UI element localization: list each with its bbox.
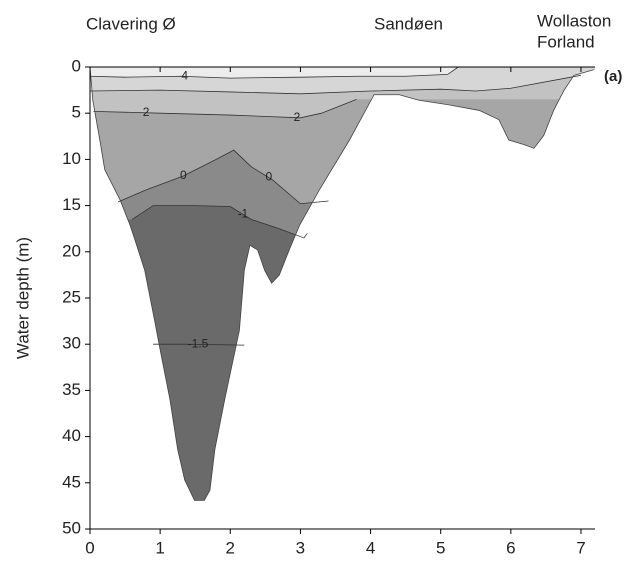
x-tick-label: 7: [576, 538, 585, 557]
contour-label: 4: [181, 69, 188, 83]
contour-fills: [90, 67, 595, 501]
y-axis-label: Water depth (m): [13, 237, 32, 359]
location-label: Sandøen: [374, 14, 443, 33]
contour-label: 0: [180, 168, 187, 182]
y-tick-label: 35: [62, 380, 81, 399]
x-tick-label: 5: [436, 538, 445, 557]
y-tick-label: 30: [62, 334, 81, 353]
contour-band: [90, 67, 595, 79]
panel-label: (a): [604, 68, 622, 85]
x-tick-label: 4: [366, 538, 375, 557]
y-tick-label: 40: [62, 426, 81, 445]
x-tick-label: 2: [226, 538, 235, 557]
contour-line: [89, 74, 582, 95]
y-tick-label: 50: [62, 518, 81, 537]
contour-line: [93, 98, 357, 119]
y-tick-label: 25: [62, 287, 81, 306]
y-tick-label: 0: [72, 56, 81, 75]
location-label: Forland: [537, 32, 595, 51]
x-tick-label: 3: [296, 538, 305, 557]
x-tick-label: 0: [85, 538, 94, 557]
location-label: Wollaston: [537, 11, 611, 30]
location-label: Clavering Ø: [86, 14, 176, 33]
x-tick-label: 1: [155, 538, 164, 557]
y-tick-label: 15: [62, 195, 81, 214]
y-tick-label: 20: [62, 241, 81, 260]
contour-line: [131, 205, 308, 239]
contour-line: [117, 149, 329, 205]
contour-label: 0: [266, 170, 273, 184]
contour-label: 2: [294, 110, 301, 124]
bottom-outline: [89, 66, 594, 501]
contour-lines: [89, 66, 582, 346]
contour-label: 2: [143, 105, 150, 119]
y-tick-label: 45: [62, 472, 81, 491]
contour-label: -1: [238, 206, 249, 220]
contour-label: -1.5: [188, 337, 209, 351]
contour-line: [153, 343, 245, 346]
contour-line: [89, 66, 459, 79]
x-tick-label: 6: [506, 538, 515, 557]
y-tick-label: 5: [72, 103, 81, 122]
y-tick-label: 10: [62, 149, 81, 168]
